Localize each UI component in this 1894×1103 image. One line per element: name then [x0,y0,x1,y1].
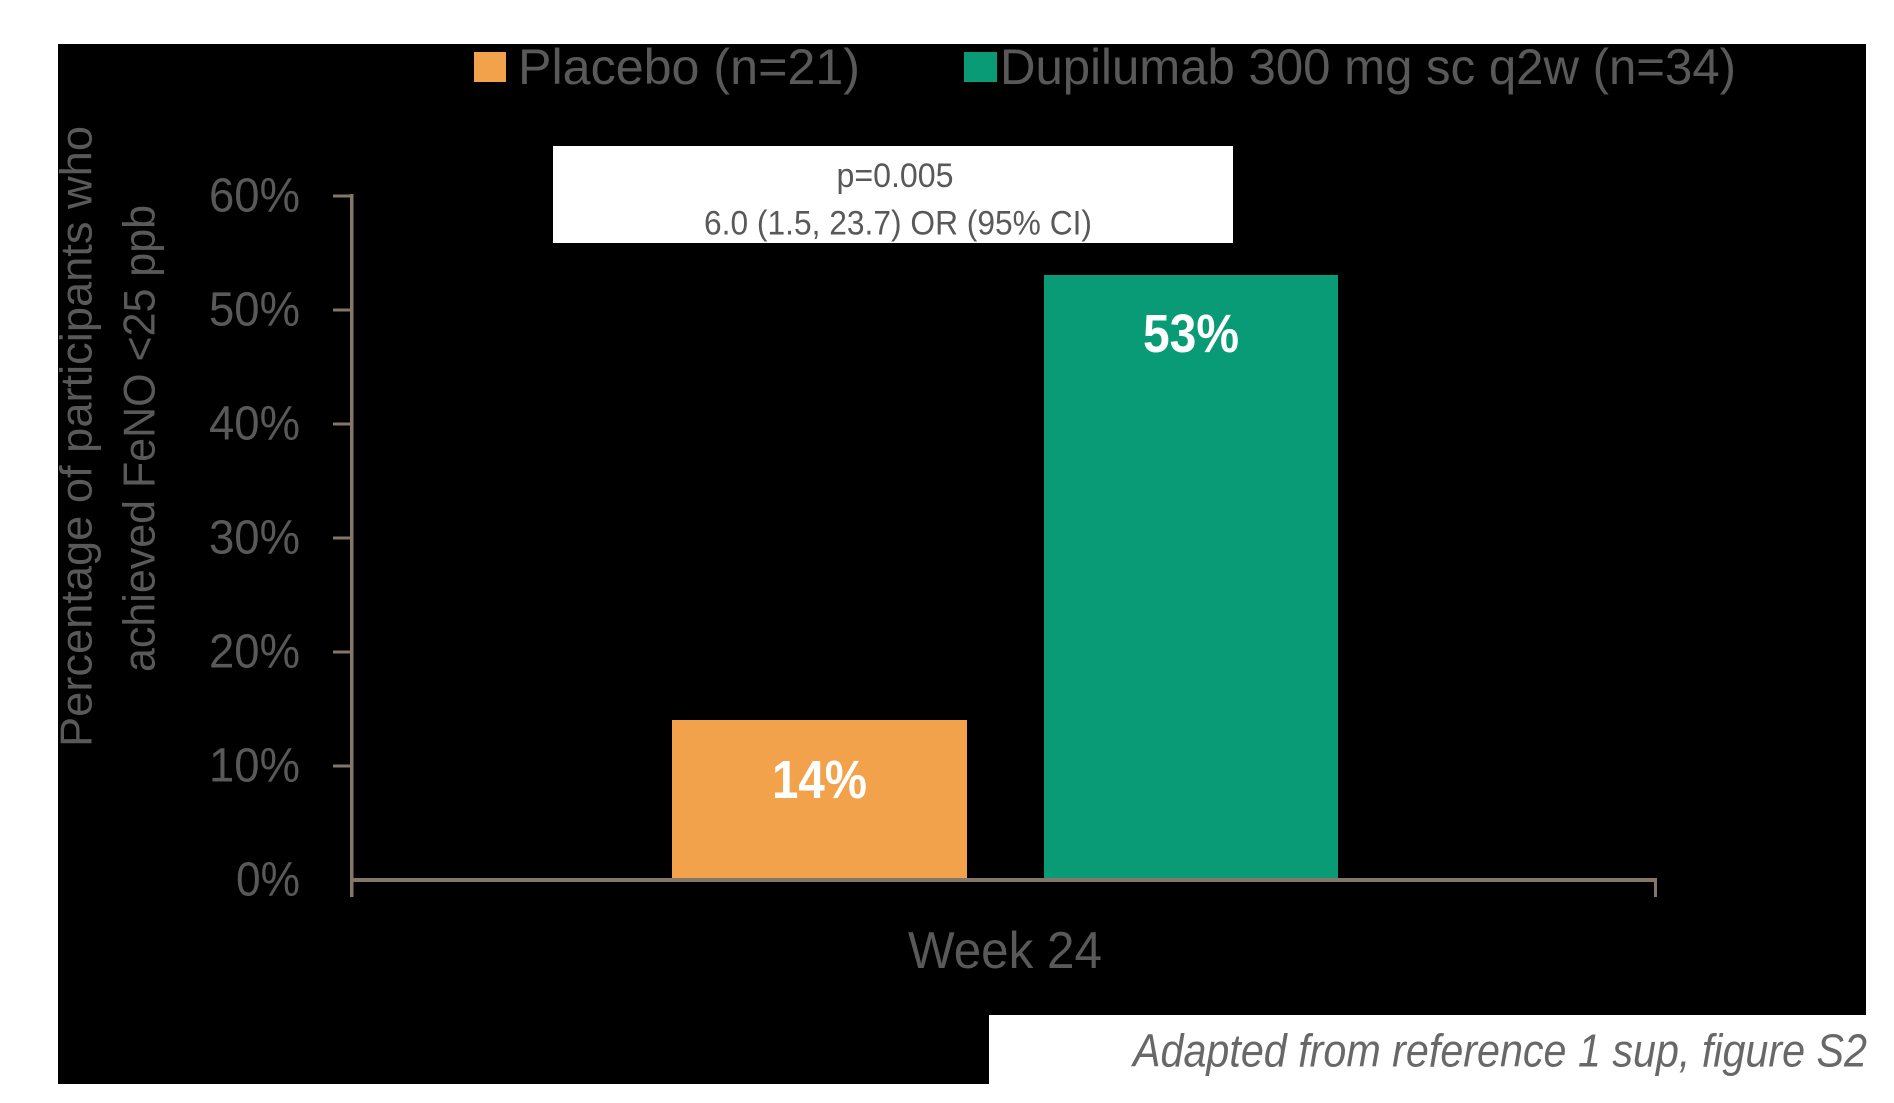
svg-text:40%: 40% [209,398,300,451]
svg-text:6.0 (1.5, 23.7) OR (95% CI): 6.0 (1.5, 23.7) OR (95% CI) [704,205,1092,243]
svg-text:0%: 0% [236,854,300,907]
svg-text:20%: 20% [209,626,300,679]
svg-text:60%: 60% [209,170,300,223]
svg-text:Placebo (n=21): Placebo (n=21) [518,39,860,95]
svg-text:achieved FeNO <25 ppb: achieved FeNO <25 ppb [116,205,165,672]
svg-text:53%: 53% [1143,304,1239,364]
svg-text:50%: 50% [209,284,300,337]
svg-text:Adapted from reference 1 sup,: Adapted from reference 1 sup, figure S2 [1130,1025,1867,1077]
svg-text:10%: 10% [209,740,300,793]
svg-text:Week 24: Week 24 [908,922,1102,980]
svg-text:Percentage of participants who: Percentage of participants who [53,126,102,747]
svg-text:Dupilumab 300 mg sc q2w (n=34): Dupilumab 300 mg sc q2w (n=34) [1000,39,1736,95]
svg-text:p=0.005: p=0.005 [837,157,954,195]
svg-text:30%: 30% [209,512,300,565]
svg-text:14%: 14% [772,750,867,810]
